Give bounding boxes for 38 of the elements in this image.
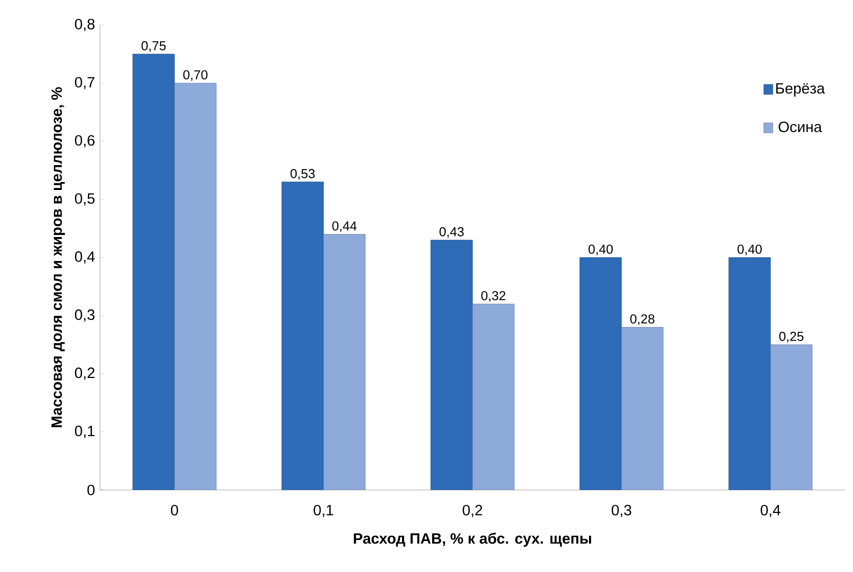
data-label: 0,53	[290, 169, 315, 180]
y-axis-title: Массовая доля смол и жиров в целлюлозе, %	[51, 87, 65, 428]
bar	[472, 304, 514, 490]
bar	[770, 344, 812, 490]
bar	[132, 54, 175, 490]
data-label: 0,40	[738, 244, 762, 256]
data-label: 0,28	[630, 314, 654, 326]
data-label: 0,25	[779, 332, 804, 342]
y-tick-label: 0,2	[74, 368, 94, 380]
x-axis-title: Расход ПАВ, % к абс. сух. щепы	[354, 532, 592, 547]
bar	[430, 240, 473, 490]
bar	[728, 257, 771, 490]
legend-label: Берёза	[776, 83, 825, 97]
data-label: 0,75	[142, 41, 166, 52]
data-label: 0,44	[332, 221, 357, 232]
y-tick-label: 0,4	[74, 251, 95, 264]
data-label: 0,43	[440, 227, 464, 238]
x-tick-label: 0,1	[314, 504, 334, 518]
data-label: 0,70	[183, 70, 208, 81]
bar	[580, 257, 622, 490]
x-tick-label: 0	[170, 504, 178, 516]
y-tick-label: 0,5	[74, 193, 95, 206]
y-tick-label: 0	[87, 484, 95, 496]
data-label: 0,40	[588, 244, 613, 256]
bar	[174, 82, 216, 490]
bar	[323, 234, 366, 490]
bar	[621, 327, 664, 490]
y-tick-label: 0,1	[74, 426, 94, 438]
y-tick-label: 0,3	[74, 309, 95, 322]
y-tick-label: 0,8	[74, 18, 95, 32]
x-tick-label: 0,3	[612, 504, 632, 518]
y-tick-label: 0,7	[74, 76, 94, 90]
bar	[282, 182, 324, 490]
y-tick-label: 0,6	[74, 135, 95, 148]
legend-label: Осина	[778, 122, 822, 132]
x-tick-label: 0,2	[462, 504, 482, 518]
x-tick-label: 0,4	[760, 504, 780, 518]
data-label: 0,32	[481, 291, 506, 302]
